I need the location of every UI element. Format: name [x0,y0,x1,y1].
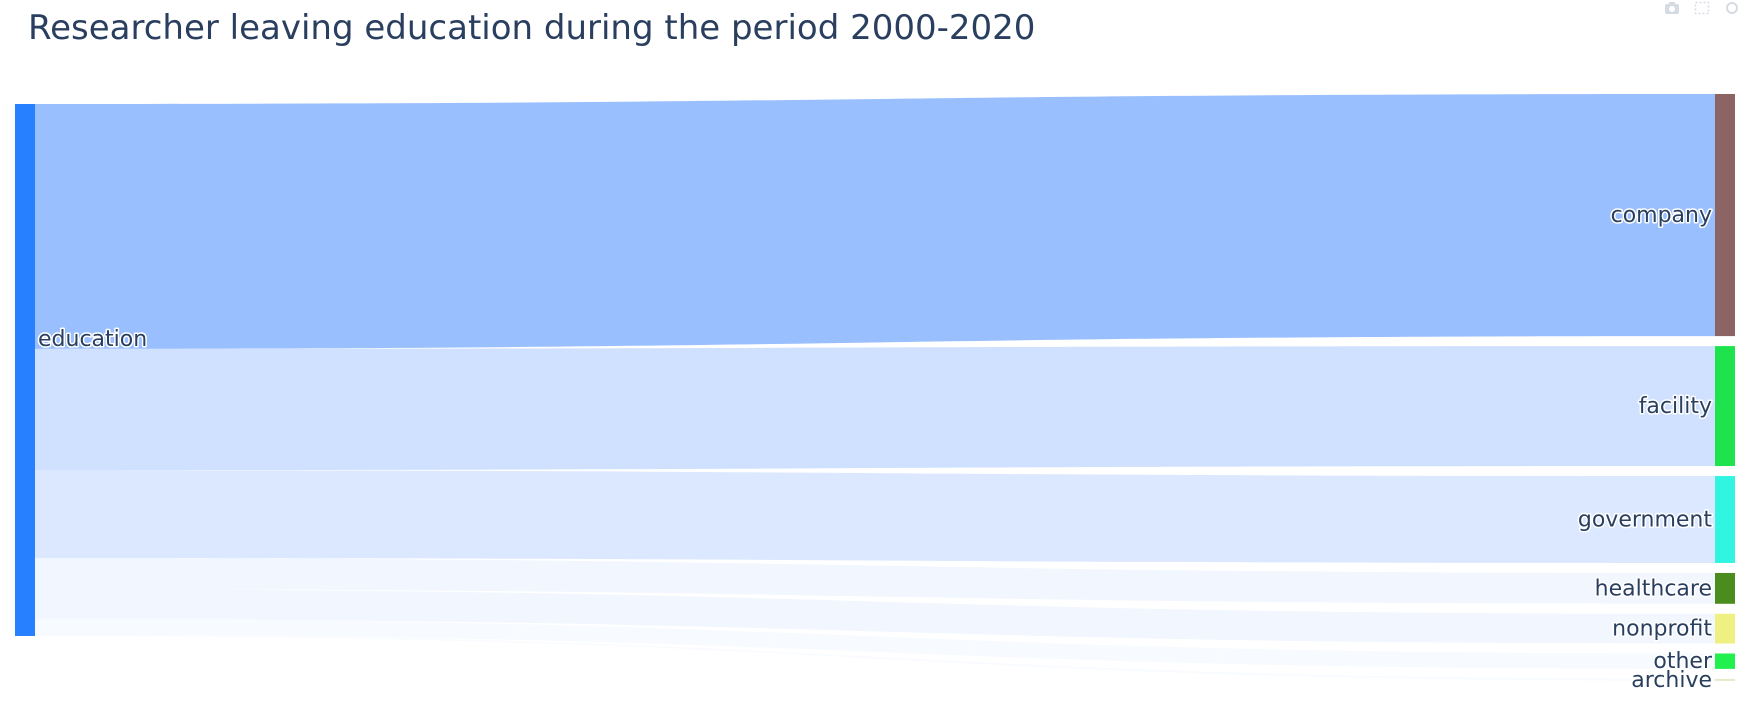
link-education-to-company[interactable] [35,94,1715,349]
node-facility[interactable] [1715,346,1735,467]
node-government[interactable] [1715,476,1735,563]
node-label-government: government [1578,508,1712,533]
modebar [1664,0,1740,15]
node-education[interactable] [15,104,35,636]
node-label-nonprofit: nonprofit [1612,617,1712,642]
link-education-to-other[interactable] [35,619,1715,669]
node-nonprofit[interactable] [1715,613,1735,644]
camera-icon[interactable] [1664,0,1680,14]
node-archive[interactable] [1715,678,1735,681]
node-label-facility: facility [1639,394,1712,419]
labels-layer: education company facility government health… [37,202,1715,695]
node-label-other: other [1653,649,1713,674]
node-healthcare[interactable] [1715,572,1735,604]
node-company[interactable] [1715,94,1735,337]
links-layer [35,94,1715,669]
link-education-to-nonprofit[interactable] [35,589,1715,644]
chart-title: Researcher leaving education during the … [28,8,1036,48]
link-education-to-healthcare[interactable] [35,558,1715,604]
node-label-healthcare: healthcare [1595,576,1712,601]
nodes-layer [15,94,1735,681]
node-label-company: company [1611,203,1712,228]
link-education-to-government[interactable] [35,470,1715,563]
node-label-archive: archive [1631,668,1712,693]
node-label-education: education [38,327,147,352]
node-other[interactable] [1715,653,1735,669]
link-education-to-facility[interactable] [35,346,1715,471]
pan-icon[interactable] [1724,0,1740,14]
